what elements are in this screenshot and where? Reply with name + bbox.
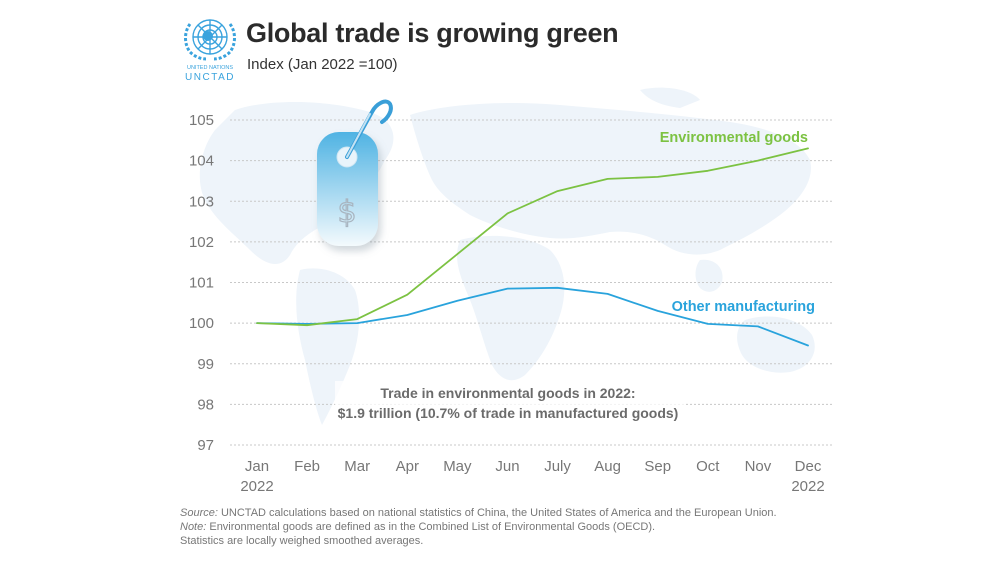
x-tick-label: Sep [644, 458, 671, 475]
source-note: Source: UNCTAD calculations based on nat… [180, 506, 777, 520]
y-tick-label: 102 [189, 234, 214, 251]
price-tag-dollar-icon: $ [317, 99, 393, 246]
note-text: Environmental goods are defined as in th… [206, 521, 656, 533]
x-tick-label: Dec [795, 458, 822, 475]
source-label: Source: [180, 507, 218, 519]
footnotes: Source: UNCTAD calculations based on nat… [180, 506, 777, 548]
series-line-other-manufacturing [256, 286, 809, 347]
chart-subtitle: Index (Jan 2022 =100) [247, 56, 398, 73]
un-emblem-icon: UNITED NATIONS UNCTAD [184, 19, 236, 83]
y-tick-label: 97 [197, 437, 214, 454]
svg-text:$: $ [337, 195, 356, 230]
x-tick-label: Oct [696, 458, 720, 475]
y-tick-label: 101 [189, 275, 214, 292]
x-tick-label: Aug [594, 458, 621, 475]
x-axis-ticks: Jan 2022 Feb Mar Apr May Jun July Aug Sep Oct Nov De… [240, 458, 824, 495]
series-label-environmental-goods: Environmental goods [660, 130, 808, 146]
x-tick-label-year: 2022 [791, 478, 824, 495]
annotation-line-2: $1.9 trillion (10.7% of trade in manufac… [338, 405, 679, 421]
definition-note: Note: Environmental goods are defined as… [180, 520, 777, 534]
x-tick-label: Jun [495, 458, 519, 475]
chart-title: Global trade is growing green [246, 18, 619, 48]
y-tick-label: 98 [197, 396, 214, 413]
x-tick-label-year: 2022 [240, 478, 273, 495]
x-tick-label: Apr [396, 458, 419, 475]
note-label: Note: [180, 521, 207, 533]
annotation-line-1: Trade in environmental goods in 2022: [380, 385, 635, 401]
y-axis-ticks: 97 98 99 100 101 102 103 104 105 [189, 112, 214, 454]
y-tick-label: 103 [189, 193, 214, 210]
x-tick-label: July [544, 458, 571, 475]
x-tick-label: May [443, 458, 472, 475]
x-tick-label: Mar [344, 458, 370, 475]
series-label-other-manufacturing: Other manufacturing [672, 299, 815, 315]
series-lines [256, 147, 809, 347]
y-tick-label: 104 [189, 153, 214, 170]
unctad-logo: UNITED NATIONS UNCTAD [178, 12, 242, 84]
x-tick-label: Jan [245, 458, 269, 475]
annotation: Trade in environmental goods in 2022: $1… [335, 381, 685, 421]
x-tick-label: Nov [745, 458, 772, 475]
logo-text-united-nations: UNITED NATIONS [187, 65, 233, 71]
x-tick-label: Feb [294, 458, 320, 475]
series-line-environmental-goods [256, 147, 809, 327]
logo-text-unctad: UNCTAD [185, 72, 235, 83]
y-tick-label: 100 [189, 315, 214, 332]
stats-note: Statistics are locally weighed smoothed … [180, 535, 424, 547]
y-tick-label: 99 [197, 356, 214, 373]
source-text: UNCTAD calculations based on national st… [217, 507, 777, 519]
y-tick-label: 105 [189, 112, 214, 129]
